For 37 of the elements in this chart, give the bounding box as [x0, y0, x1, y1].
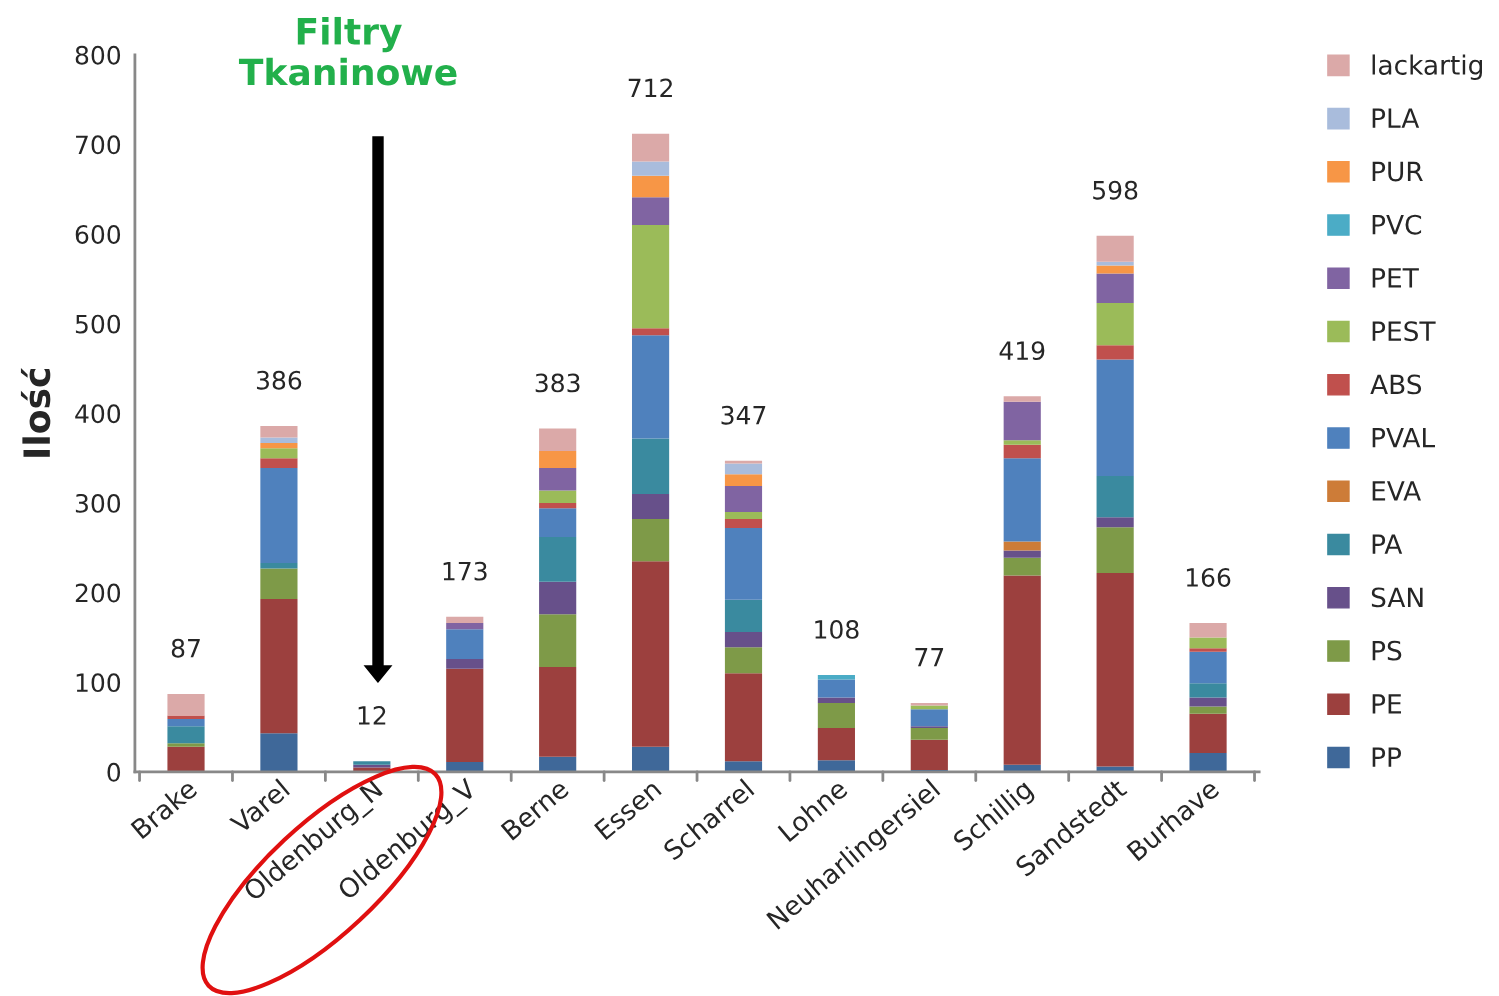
legend-label: PS	[1372, 640, 1402, 661]
y-tick-label: 700	[76, 135, 121, 155]
legend-label: SAN	[1371, 587, 1423, 608]
legend-label: PP	[1372, 747, 1402, 767]
total-label: 712	[628, 78, 672, 98]
y-tick-label: 800	[75, 45, 121, 65]
y-tick-label: 500	[75, 314, 121, 334]
total-label: 108	[815, 619, 859, 639]
y-tick-label: 300	[75, 493, 121, 513]
total-label: 173	[443, 561, 487, 581]
total-label: 12	[358, 706, 386, 725]
legend-label: PE	[1372, 694, 1401, 714]
total-label: 386	[256, 370, 302, 390]
y-tick-label: 100	[76, 673, 121, 693]
legend-label: PVAL	[1372, 428, 1435, 448]
y-tick-label: 600	[75, 225, 121, 244]
annotation: Filtry Tkaninowe	[238, 16, 457, 86]
legend-label: PA	[1372, 534, 1403, 554]
total-label: 419	[999, 341, 1045, 361]
legend-label: lackartig	[1372, 54, 1482, 80]
legend-label: PVC	[1372, 214, 1422, 235]
legend-label: PEST	[1372, 321, 1436, 342]
total-label: 87	[171, 638, 200, 658]
y-tick-label: 200	[75, 583, 121, 603]
legend-label: PUR	[1372, 161, 1423, 182]
legend-label: ABS	[1370, 374, 1422, 395]
total-label: 166	[1186, 567, 1231, 587]
total-label: 77	[915, 648, 944, 667]
y-tick-label: 0	[107, 762, 121, 782]
legend-label: PET	[1372, 268, 1419, 288]
legend-label: PLA	[1372, 108, 1420, 128]
legend-label: EVA	[1372, 481, 1421, 501]
total-label: 598	[1093, 180, 1138, 200]
y-axis-title: Ilość	[20, 367, 51, 457]
y-tick-label: 400	[75, 404, 121, 424]
total-label: 383	[535, 373, 580, 393]
total-label: 347	[721, 405, 766, 425]
